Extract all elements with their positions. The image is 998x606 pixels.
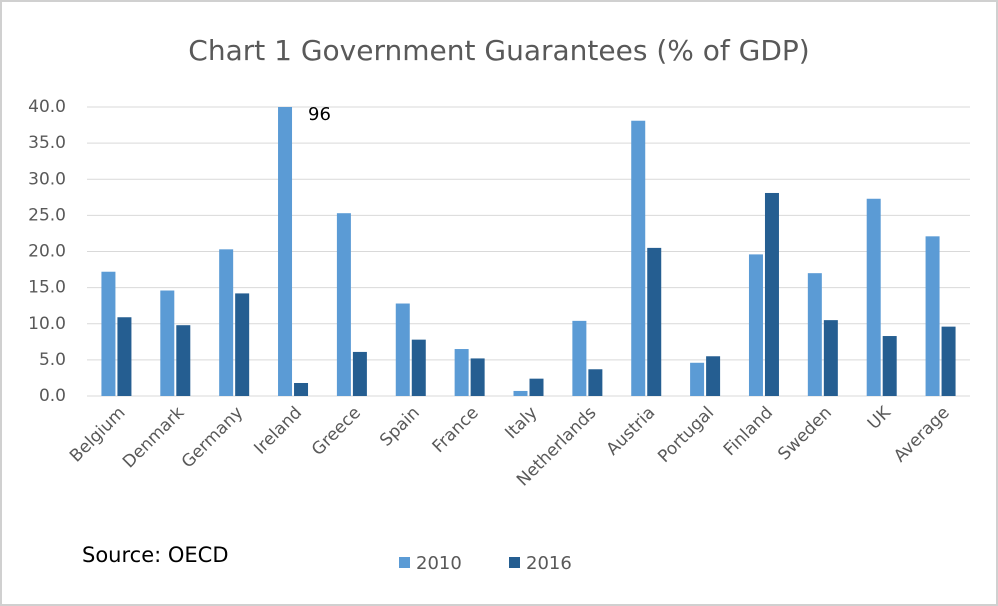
bar xyxy=(278,107,293,396)
bar xyxy=(690,362,705,396)
bar xyxy=(882,336,897,396)
bar xyxy=(572,320,587,396)
bar xyxy=(101,271,116,396)
legend-label: 2016 xyxy=(526,553,572,574)
bar xyxy=(352,351,367,396)
bar xyxy=(411,339,426,396)
bar xyxy=(160,290,175,396)
bar xyxy=(454,349,469,396)
y-tick-label: 25.0 xyxy=(28,205,66,225)
overflow-label: 96 xyxy=(308,104,331,125)
bar xyxy=(706,356,721,396)
bar xyxy=(176,325,191,396)
bar xyxy=(866,198,881,396)
bar xyxy=(294,382,309,396)
bar xyxy=(925,236,940,396)
bar xyxy=(470,358,485,396)
bar xyxy=(588,369,603,396)
bar xyxy=(748,254,763,396)
y-tick-label: 35.0 xyxy=(28,133,66,153)
y-tick-label: 30.0 xyxy=(28,169,66,189)
bar xyxy=(529,378,544,396)
y-tick-label: 40.0 xyxy=(28,97,66,117)
source-note: Source: OECD xyxy=(82,543,229,567)
bar xyxy=(235,293,250,396)
legend-label: 2010 xyxy=(416,553,462,574)
y-tick-label: 5.0 xyxy=(39,350,66,370)
bar xyxy=(117,317,132,396)
legend-swatch xyxy=(509,557,520,568)
y-tick-label: 20.0 xyxy=(28,242,66,262)
bar xyxy=(631,120,646,396)
legend-swatch xyxy=(399,557,410,568)
bar xyxy=(395,303,410,396)
bar xyxy=(219,249,234,396)
bar xyxy=(941,326,956,396)
y-tick-label: 0.0 xyxy=(39,386,66,406)
bar xyxy=(647,247,662,396)
bar xyxy=(336,213,351,396)
y-tick-label: 10.0 xyxy=(28,314,66,334)
plot-area xyxy=(101,107,956,396)
chart-title: Chart 1 Government Guarantees (% of GDP) xyxy=(188,34,809,67)
bar xyxy=(807,273,822,396)
bar xyxy=(513,390,528,396)
y-tick-label: 15.0 xyxy=(28,278,66,298)
bar xyxy=(823,320,838,396)
bar xyxy=(764,192,779,396)
